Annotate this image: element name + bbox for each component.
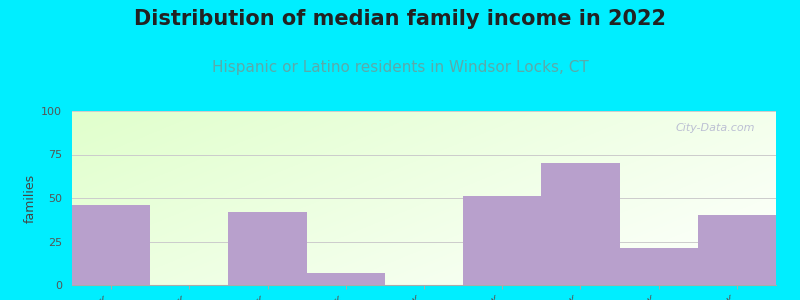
Bar: [306, 273, 385, 285]
Bar: [542, 163, 619, 285]
Bar: [72, 205, 150, 285]
Bar: [463, 196, 542, 285]
Bar: [229, 212, 306, 285]
Bar: [698, 215, 776, 285]
Text: Hispanic or Latino residents in Windsor Locks, CT: Hispanic or Latino residents in Windsor …: [212, 60, 588, 75]
Y-axis label: families: families: [24, 173, 37, 223]
Text: City-Data.com: City-Data.com: [675, 123, 755, 133]
Bar: [619, 248, 698, 285]
Text: Distribution of median family income in 2022: Distribution of median family income in …: [134, 9, 666, 29]
